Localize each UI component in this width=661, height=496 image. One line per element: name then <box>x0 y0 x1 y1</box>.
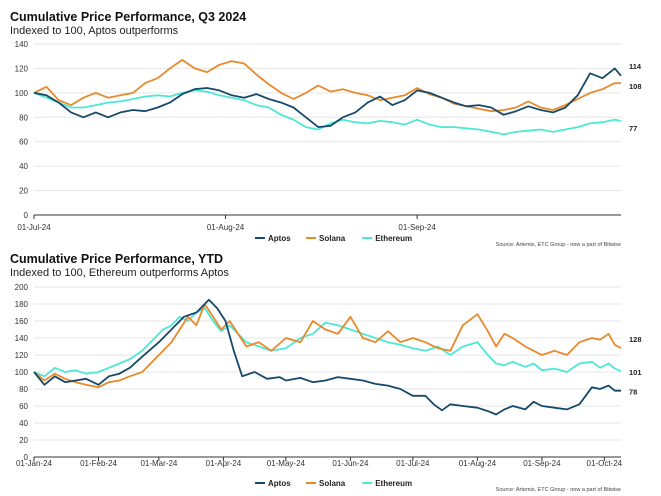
ytd-source-note: Source: Artemis, ETC Group - now a part … <box>496 487 621 493</box>
q3-series-aptos <box>33 67 622 128</box>
q3-y-tick-label: 40 <box>19 162 28 171</box>
ytd-y-tick-label: 120 <box>15 351 29 360</box>
ytd-legend-label-ethereum: Ethereum <box>375 479 412 488</box>
q3-y-tick-label: 60 <box>19 138 28 147</box>
q3-x-tick-label: 01-Sep-24 <box>398 223 436 232</box>
q3-y-tick-label: 80 <box>19 113 28 122</box>
ytd-y-tick-label: 40 <box>19 419 28 428</box>
ytd-x-tick-label: 01-May-24 <box>267 459 306 468</box>
ytd-y-tick-label: 0 <box>24 453 29 462</box>
ytd-series-aptos <box>33 298 621 416</box>
ytd-series-ethereum <box>33 307 622 378</box>
q3-y-tick-label: 100 <box>15 89 29 98</box>
q3-series-ethereum <box>33 89 622 136</box>
ytd-x-tick-label: 01-Feb-24 <box>80 459 117 468</box>
chart-q3-plot: 0 20 40 60 80 100 120 140 01-Jul-24 01-Aug-24 01-S… <box>15 40 642 248</box>
chart-q3-panel: Cumulative Price Performance, Q3 2024 In… <box>10 10 642 248</box>
ytd-end-label-ethereum: 101 <box>629 368 642 377</box>
ytd-series-solana <box>33 303 622 389</box>
q3-y-tick-label: 20 <box>19 187 28 196</box>
chart-ytd-title: Cumulative Price Performance, YTD <box>10 252 224 266</box>
ytd-y-tick-label: 140 <box>15 334 29 343</box>
ytd-y-tick-label: 200 <box>15 283 29 292</box>
ytd-y-tick-label: 160 <box>15 317 29 326</box>
q3-end-label-solana: 108 <box>629 82 642 91</box>
ytd-x-tick-label: 01-Jan-24 <box>16 459 53 468</box>
q3-y-tick-label: 140 <box>15 40 29 49</box>
q3-series-solana <box>33 59 621 113</box>
ytd-x-tick-label: 01-Sep-24 <box>523 459 561 468</box>
q3-y-tick-label: 0 <box>24 211 29 220</box>
ytd-end-label-aptos: 78 <box>629 388 637 397</box>
q3-end-label-aptos: 114 <box>629 62 642 71</box>
chart-ytd-plot: 0 20 40 60 80 100 120 140 160 180 200 01-Jan-24 01-F… <box>15 283 642 493</box>
q3-source-note: Source: Artemis, ETC Group - now a part … <box>496 242 621 248</box>
ytd-x-tick-label: 01-Jun-24 <box>332 459 369 468</box>
ytd-x-tick-label: 01-Jul-24 <box>396 459 430 468</box>
q3-legend-label-solana: Solana <box>319 234 346 243</box>
ytd-y-tick-label: 80 <box>19 385 28 394</box>
q3-x-tick-label: 01-Aug-24 <box>207 223 245 232</box>
q3-legend-label-aptos: Aptos <box>268 234 291 243</box>
q3-legend-label-ethereum: Ethereum <box>375 234 412 243</box>
ytd-x-tick-label: 01-Aug-24 <box>459 459 497 468</box>
chart-q3-title: Cumulative Price Performance, Q3 2024 <box>10 10 247 24</box>
ytd-y-tick-label: 20 <box>19 436 28 445</box>
ytd-x-tick-label: 01-Apr-24 <box>206 459 242 468</box>
q3-x-tick-label: 01-Jul-24 <box>17 223 51 232</box>
ytd-y-tick-label: 60 <box>19 402 28 411</box>
ytd-legend-label-aptos: Aptos <box>268 479 291 488</box>
chart-ytd-subtitle: Indexed to 100, Ethereum outperforms Apt… <box>10 267 229 279</box>
ytd-x-tick-label: 01-Oct-24 <box>587 459 623 468</box>
ytd-y-tick-label: 100 <box>15 368 29 377</box>
ytd-y-tick-label: 180 <box>15 300 29 309</box>
chart-q3-subtitle: Indexed to 100, Aptos outperforms <box>10 25 179 37</box>
chart-ytd-panel: Cumulative Price Performance, YTD Indexe… <box>0 249 661 496</box>
ytd-end-label-solana: 128 <box>629 335 642 344</box>
ytd-legend-label-solana: Solana <box>319 479 346 488</box>
ytd-x-tick-label: 01-Mar-24 <box>140 459 177 468</box>
q3-end-label-ethereum: 77 <box>629 124 637 133</box>
q3-y-tick-label: 120 <box>15 64 29 73</box>
